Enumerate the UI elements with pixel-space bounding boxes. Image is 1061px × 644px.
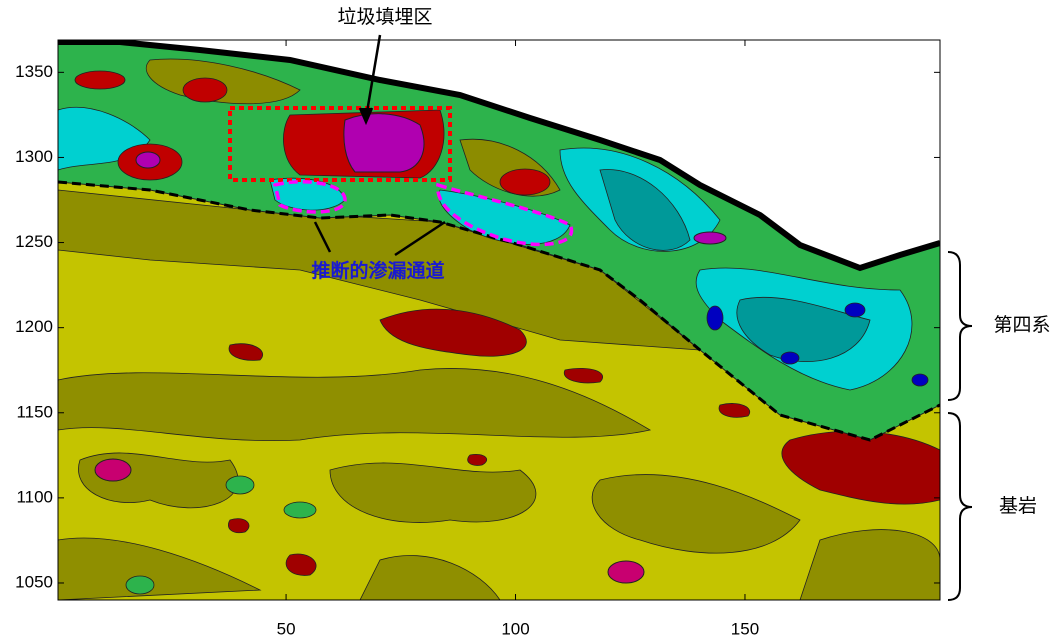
annotation: 推断的渗漏通道 xyxy=(311,259,444,282)
annotation: 第四系 xyxy=(993,314,1050,336)
purple-spot xyxy=(135,151,161,169)
y-tick-label: 1050 xyxy=(15,572,53,591)
boundary-line xyxy=(58,180,940,442)
y-tick-label: 1350 xyxy=(15,62,53,81)
landfill-box xyxy=(228,106,452,182)
braces xyxy=(947,251,973,601)
x-tick-label: 100 xyxy=(501,619,529,638)
purple-spot xyxy=(693,231,727,245)
magenta-spot xyxy=(607,560,645,584)
leak-outline xyxy=(436,182,574,247)
blue-spots xyxy=(706,302,929,387)
y-tick-label: 1150 xyxy=(16,402,53,421)
teal-patches xyxy=(599,169,871,362)
olive-patches xyxy=(58,189,940,600)
red-patches xyxy=(228,308,940,576)
y-tick-label: 1250 xyxy=(15,232,53,251)
leak-outline xyxy=(272,180,347,214)
x-tick-label: 50 xyxy=(277,619,296,638)
contour-field xyxy=(58,40,940,600)
annotation: 基岩 xyxy=(999,495,1037,517)
arrows xyxy=(313,34,446,257)
green-spots xyxy=(125,475,317,595)
y-tick-label: 1200 xyxy=(15,317,53,336)
x-tick-label: 150 xyxy=(731,619,759,638)
landfill-core xyxy=(343,113,425,173)
y-tick-label: 1100 xyxy=(16,487,53,506)
annotation: 垃圾填埋区 xyxy=(337,6,432,28)
magenta-spot xyxy=(94,458,132,482)
y-tick-label: 1300 xyxy=(15,147,53,166)
terrain-surface xyxy=(58,40,940,272)
air xyxy=(58,40,940,268)
plot-frame xyxy=(57,39,941,601)
